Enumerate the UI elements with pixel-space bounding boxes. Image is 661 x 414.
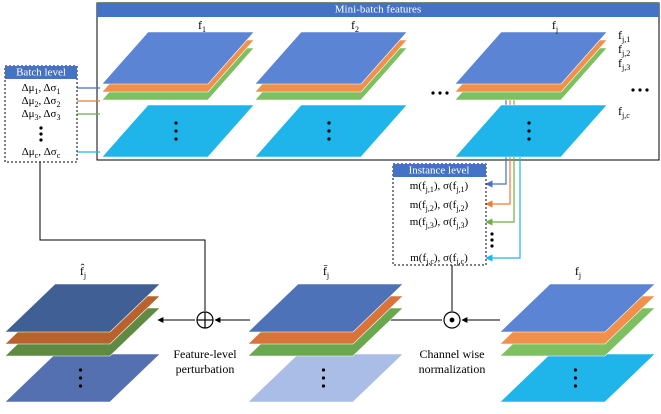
ellipsis-dot [39,126,42,129]
dot-operator [444,312,460,328]
subscript: j,2 [621,49,630,58]
ellipsis-dot [527,129,530,132]
op-label: perturbation [176,362,235,376]
stack-label: fj [575,264,581,281]
stack-label: f̂j [80,263,86,281]
ellipsis-dot [79,376,82,379]
ellipsis-dot [327,129,330,132]
diagram: Mini-batch features Feature-level pertur… [0,0,661,414]
subscript: j [578,271,581,280]
feature-layer [5,354,160,402]
text-part: , Δσ [39,95,57,107]
subscript: c [57,151,61,160]
text-part: , Δσ [39,108,57,120]
ellipsis-dot [327,121,330,124]
ellipsis-dot [631,88,634,91]
text-part: ), σ(f [434,252,457,264]
op-label: Channel wise [420,347,485,361]
ellipsis-dot [645,88,648,91]
text-part: ), σ(f [434,180,457,192]
ellipsis-dot [39,132,42,135]
subscript: 3 [56,113,60,122]
stack-label: f̄j [323,264,329,281]
text-part: Δμ [22,108,35,120]
subscript: j,c [621,111,630,120]
subscript: 2 [56,100,60,109]
text-part: , Δσ [39,82,57,94]
text-part: Δμ [22,146,35,158]
ellipsis-dot [445,91,448,94]
subscript: j,1 [455,185,464,194]
ellipsis-dot [527,137,530,140]
text-part: m(f [410,216,426,228]
instance-title: Instance level [409,165,470,177]
subscript: j [83,271,86,280]
ellipsis-dot [490,232,493,235]
ellipsis-dot [174,129,177,132]
ellipsis-dot [574,368,577,371]
subscript: j,2 [425,204,434,213]
op-label: Feature-level [173,347,237,361]
text-part: m(f [410,180,426,192]
ellipsis-dot [79,384,82,387]
subscript: j,1 [425,185,434,194]
feature-layer [500,354,655,402]
subscript: j,1 [621,35,630,44]
text-part: ) [465,180,469,192]
subscript: j,2 [455,204,464,213]
subscript: j [555,25,558,34]
subscript: 1 [56,87,60,96]
panel-title: Mini-batch features [335,4,421,16]
ellipsis-dot [39,138,42,141]
batch-title: Batch level [16,67,66,79]
text-part: , Δσ [38,146,57,158]
ellipsis-dot [490,238,493,241]
ellipsis-dot [431,91,434,94]
subscript: 2 [355,25,359,34]
ellipsis-dot [322,384,325,387]
subscript: 1 [202,25,206,34]
ellipsis-dot [574,376,577,379]
text-part: ), σ(f [434,216,457,228]
text-part: ), σ(f [434,199,457,211]
op-label: normalization [419,362,486,376]
ellipsis-dot [327,137,330,140]
ellipsis-dot [174,121,177,124]
subscript: j,3 [455,221,464,230]
plus-operator [197,312,213,328]
ellipsis-dot [638,88,641,91]
ellipsis-dot [174,137,177,140]
feature-layer [248,354,403,402]
text-part: Δμ [22,95,35,107]
text-part: m(f [410,252,426,264]
ellipsis-dot [574,384,577,387]
text-part: ) [465,199,469,211]
text-part: m(f [410,199,426,211]
subscript: j [326,271,329,280]
subscript: j,3 [425,221,434,230]
ellipsis-dot [79,368,82,371]
text-part: Δμ [22,82,35,94]
ellipsis-dot [490,244,493,247]
ellipsis-dot [322,376,325,379]
ellipsis-dot [438,91,441,94]
ellipsis-dot [322,368,325,371]
subscript: j,3 [621,63,630,72]
text-part: ) [464,252,468,264]
text-part: ) [465,216,469,228]
ellipsis-dot [527,121,530,124]
